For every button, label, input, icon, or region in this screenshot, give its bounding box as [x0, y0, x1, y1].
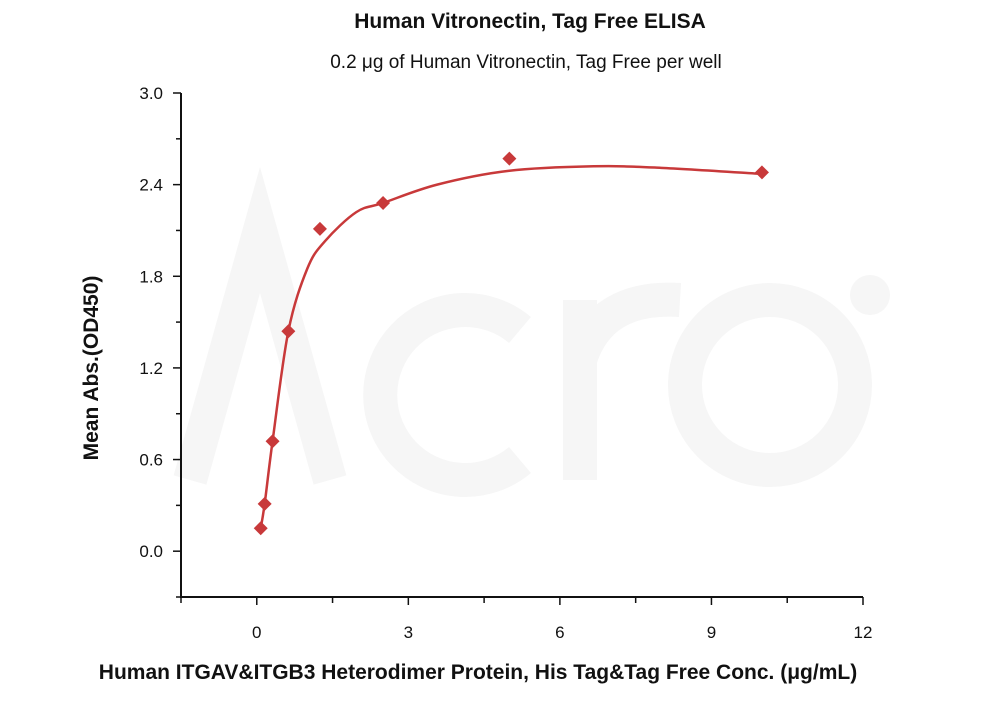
watermark-letter-a	[173, 166, 347, 485]
data-point	[312, 221, 327, 236]
chart-title: Human Vitronectin, Tag Free ELISA	[354, 10, 706, 33]
watermark-letter-o	[668, 283, 872, 487]
watermark-letter-r	[563, 282, 682, 480]
y-tick-label: 1.8	[139, 267, 163, 286]
watermark-dot	[850, 275, 890, 315]
data-point	[281, 324, 296, 339]
data-point	[502, 151, 517, 166]
fit-curve	[259, 164, 763, 529]
y-tick-label: 2.4	[139, 176, 163, 195]
data-point	[257, 496, 272, 511]
watermark-letter-c	[363, 293, 531, 497]
data-point	[265, 434, 280, 449]
data-point	[754, 165, 769, 180]
y-tick-label: 0.0	[139, 542, 163, 561]
axes: 0.0 0.6 1.2 1.8 2.4 3.0 0 3 6 9 12	[139, 84, 872, 642]
chart-subtitle: 0.2 μg of Human Vitronectin, Tag Free pe…	[330, 52, 722, 73]
x-axis-label: Human ITGAV&ITGB3 Heterodimer Protein, H…	[99, 661, 857, 684]
watermark-logo	[173, 166, 890, 497]
data-points	[253, 151, 769, 536]
x-tick-label: 0	[252, 623, 261, 642]
x-tick-label: 12	[854, 623, 873, 642]
x-tick-label: 6	[555, 623, 564, 642]
data-point	[376, 195, 391, 210]
y-axis-label: Mean Abs.(OD450)	[80, 276, 103, 461]
y-tick-label: 1.2	[139, 359, 163, 378]
x-tick-label: 3	[404, 623, 413, 642]
x-tick-label: 9	[707, 623, 716, 642]
fit-curve-line	[259, 164, 763, 529]
y-tick-label: 3.0	[139, 84, 163, 103]
y-tick-label: 0.6	[139, 451, 163, 470]
data-point	[253, 521, 268, 536]
